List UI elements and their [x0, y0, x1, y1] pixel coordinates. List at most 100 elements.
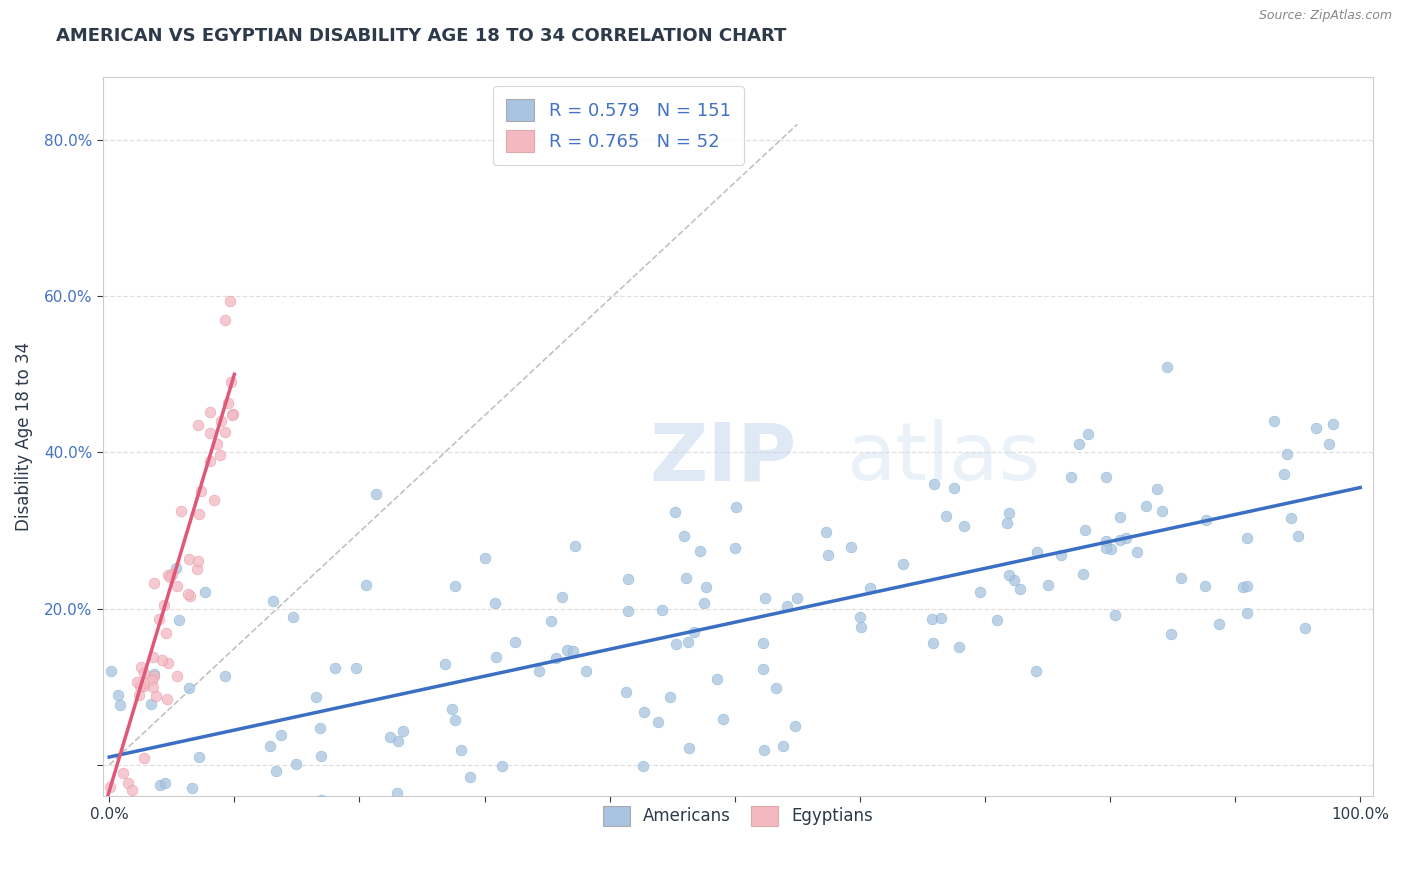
Point: [491, 759, 513, 773]
Point: [1286, 529, 1309, 543]
Point: [143, 575, 166, 590]
Point: [177, 681, 200, 695]
Point: [190, 484, 212, 499]
Point: [198, 405, 221, 419]
Point: [392, 724, 415, 739]
Point: [772, 739, 794, 753]
Point: [443, 579, 465, 593]
Point: [200, 454, 222, 468]
Point: [986, 613, 1008, 627]
Point: [378, 730, 401, 744]
Point: [187, 554, 209, 568]
Point: [142, 667, 165, 681]
Point: [200, 425, 222, 440]
Point: [214, 425, 236, 439]
Point: [1160, 627, 1182, 641]
Point: [108, 698, 131, 713]
Point: [664, 505, 686, 519]
Point: [214, 668, 236, 682]
Point: [839, 541, 862, 555]
Point: [188, 750, 211, 764]
Point: [1099, 542, 1122, 557]
Point: [155, 626, 177, 640]
Point: [540, 614, 562, 628]
Point: [259, 739, 281, 754]
Point: [127, 674, 149, 689]
Point: [921, 612, 943, 626]
Text: AMERICAN VS EGYPTIAN DISABILITY AGE 18 TO 34 CORRELATION CHART: AMERICAN VS EGYPTIAN DISABILITY AGE 18 T…: [56, 27, 786, 45]
Point: [177, 551, 200, 566]
Point: [484, 596, 506, 610]
Point: [711, 712, 734, 726]
Point: [155, 776, 177, 790]
Point: [128, 688, 150, 702]
Point: [194, 585, 217, 599]
Point: [160, 567, 183, 582]
Point: [723, 541, 745, 555]
Text: atlas: atlas: [846, 419, 1040, 498]
Point: [617, 572, 640, 586]
Point: [1170, 571, 1192, 585]
Point: [695, 580, 717, 594]
Point: [1232, 580, 1254, 594]
Point: [935, 508, 957, 523]
Point: [1010, 582, 1032, 597]
Point: [995, 516, 1018, 530]
Point: [441, 702, 464, 716]
Point: [132, 679, 155, 693]
Point: [555, 642, 578, 657]
Point: [929, 611, 952, 625]
Point: [678, 741, 700, 756]
Point: [165, 560, 187, 574]
Point: [157, 656, 180, 670]
Point: [209, 413, 232, 427]
Point: [180, 780, 202, 795]
Point: [675, 571, 697, 585]
Point: [1074, 523, 1097, 537]
Point: [156, 691, 179, 706]
Point: [202, 492, 225, 507]
Point: [219, 375, 242, 389]
Point: [725, 500, 748, 514]
Point: [922, 477, 945, 491]
Point: [444, 713, 467, 727]
Point: [186, 562, 208, 576]
Point: [689, 544, 711, 558]
Point: [627, 817, 650, 831]
Point: [1208, 617, 1230, 632]
Point: [100, 664, 122, 678]
Text: ZIP: ZIP: [650, 419, 796, 498]
Point: [1156, 360, 1178, 375]
Point: [564, 539, 586, 553]
Text: Source: ZipAtlas.com: Source: ZipAtlas.com: [1258, 9, 1392, 22]
Point: [1294, 622, 1316, 636]
Point: [624, 812, 647, 826]
Point: [647, 714, 669, 729]
Point: [858, 582, 880, 596]
Point: [1281, 511, 1303, 525]
Y-axis label: Disability Age 18 to 34: Disability Age 18 to 34: [15, 343, 32, 532]
Point: [948, 640, 970, 654]
Point: [366, 486, 388, 500]
Point: [817, 548, 839, 562]
Point: [166, 669, 188, 683]
Point: [503, 635, 526, 649]
Point: [134, 666, 156, 681]
Point: [678, 634, 700, 648]
Point: [1104, 608, 1126, 623]
Point: [969, 585, 991, 599]
Point: [387, 786, 409, 800]
Point: [304, 798, 326, 813]
Point: [1067, 436, 1090, 450]
Point: [1077, 426, 1099, 441]
Point: [706, 672, 728, 686]
Point: [148, 612, 170, 626]
Point: [998, 568, 1021, 582]
Point: [209, 448, 232, 462]
Point: [166, 579, 188, 593]
Point: [450, 743, 472, 757]
Point: [614, 685, 637, 699]
Point: [308, 721, 330, 735]
Point: [754, 591, 776, 605]
Point: [665, 637, 688, 651]
